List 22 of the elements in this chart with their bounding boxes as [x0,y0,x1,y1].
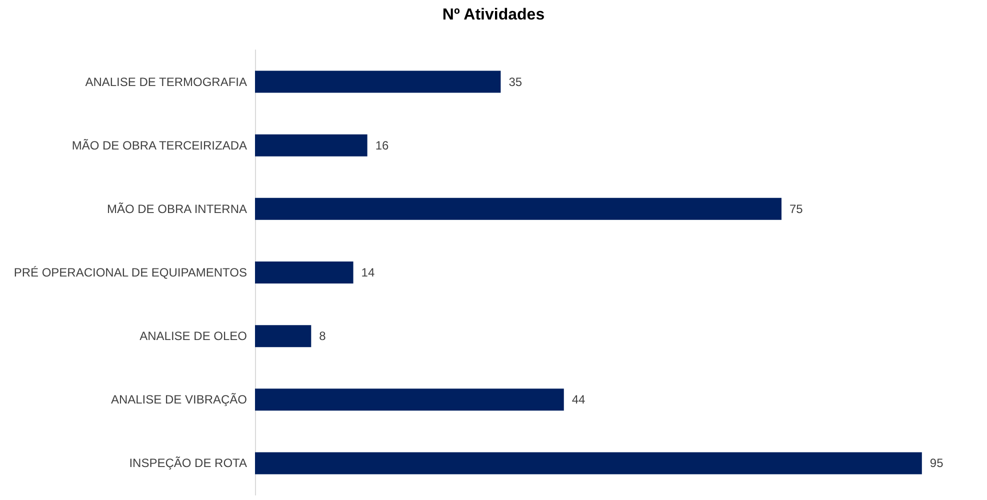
y-tick-label: PRÉ OPERACIONAL DE EQUIPAMENTOS [14,266,247,280]
y-tick-label: ANALISE DE TERMOGRAFIA [85,74,247,89]
chart-title: Nº Atividades [442,6,545,24]
bar [255,134,368,156]
y-tick-label: ANALISE DE OLEO [140,329,247,344]
data-label: 75 [790,202,804,216]
bar [255,325,312,348]
y-tick-label: MÃO DE OBRA TERCEIRIZADA [72,138,247,152]
data-label: 95 [930,456,944,470]
bar [255,388,564,411]
y-tick-label: MÃO DE OBRA INTERNA [106,202,247,216]
bar [255,198,782,220]
bar [255,262,354,284]
data-label: 44 [572,392,586,407]
data-label: 8 [319,329,326,344]
y-tick-label: INSPEÇÃO DE ROTA [129,456,247,470]
data-label: 14 [361,266,375,280]
bar [255,452,922,474]
data-label: 35 [508,74,522,89]
bar [255,70,501,93]
y-tick-label: ANALISE DE VIBRAÇÃO [110,392,247,407]
data-label: 16 [375,138,389,152]
